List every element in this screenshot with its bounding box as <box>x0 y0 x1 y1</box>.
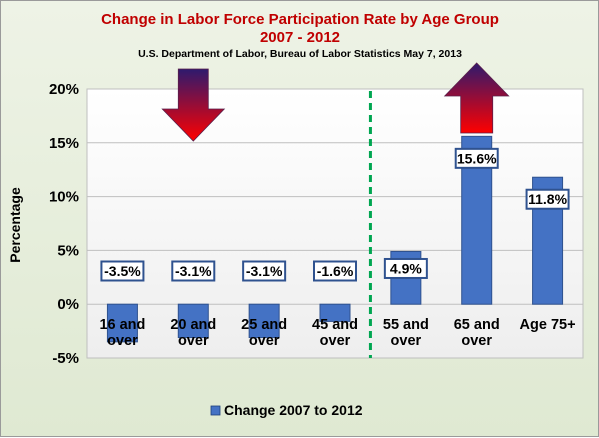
down-arrow-icon <box>161 68 226 142</box>
y-tick-label: 20% <box>49 81 79 98</box>
data-label: -3.5% <box>100 260 145 282</box>
data-label-box <box>171 260 216 282</box>
y-axis-label: Percentage <box>7 187 23 263</box>
data-label-text: 4.9% <box>390 260 422 276</box>
y-tick-label: 15% <box>49 135 79 152</box>
data-label: -1.6% <box>313 260 357 282</box>
x-tick-label: over <box>178 333 209 349</box>
chart-subtitle: U.S. Department of Labor, Bureau of Labo… <box>138 48 462 60</box>
bar <box>319 303 351 322</box>
annotations <box>161 62 510 358</box>
x-tick-label: 16 and <box>99 317 145 333</box>
data-label-box <box>100 260 145 282</box>
x-tick-label: 25 and <box>241 317 287 333</box>
data-label-text: -1.6% <box>317 263 354 279</box>
data-label: 4.9% <box>383 257 428 279</box>
chart-title-years: 2007 - 2012 <box>260 29 340 46</box>
x-tick-label: 20 and <box>170 317 216 333</box>
x-tick-label: over <box>107 333 138 349</box>
legend-swatch <box>210 405 221 416</box>
x-tick-label: 65 and <box>454 317 500 333</box>
data-label-box <box>383 257 428 279</box>
data-label: -3.1% <box>242 260 287 282</box>
data-label: -3.1% <box>171 260 216 282</box>
chart-title: Change in Labor Force Participation Rate… <box>101 11 499 28</box>
data-label-box <box>454 147 499 169</box>
up-arrow-icon <box>443 62 510 134</box>
data-label-box <box>525 188 570 210</box>
x-tick-label: over <box>391 333 422 349</box>
y-axis-ticks: -5% 0% 5% 10% 15% 20% <box>49 81 79 367</box>
x-tick-label: 55 and <box>383 317 429 333</box>
bar <box>177 303 209 339</box>
x-tick-label: Age 75+ <box>520 317 576 333</box>
data-label-box <box>313 260 357 282</box>
x-tick-label: over <box>461 333 492 349</box>
x-tick-label: 45 and <box>312 317 358 333</box>
data-label-text: -3.5% <box>104 263 141 279</box>
x-tick-label: over <box>320 333 351 349</box>
legend: Change 2007 to 2012 <box>210 402 363 418</box>
y-tick-label: 10% <box>49 189 79 206</box>
data-labels: -3.5% -3.1% -3.1% -1.6% 4.9% 15.6% 11.8% <box>100 147 570 282</box>
y-tick-label: 5% <box>57 242 79 259</box>
legend-label: Change 2007 to 2012 <box>224 402 363 418</box>
data-label-text: 15.6% <box>457 150 497 166</box>
y-tick-label: 0% <box>57 296 79 313</box>
y-tick-label: -5% <box>52 350 79 367</box>
x-tick-label: over <box>249 333 280 349</box>
data-label-box <box>242 260 287 282</box>
bar <box>248 303 280 339</box>
data-label: 11.8% <box>525 188 570 210</box>
data-label-text: -3.1% <box>175 263 212 279</box>
bar <box>106 303 138 343</box>
data-label-text: -3.1% <box>246 263 283 279</box>
data-label: 15.6% <box>454 147 499 169</box>
data-label-text: 11.8% <box>528 191 567 207</box>
